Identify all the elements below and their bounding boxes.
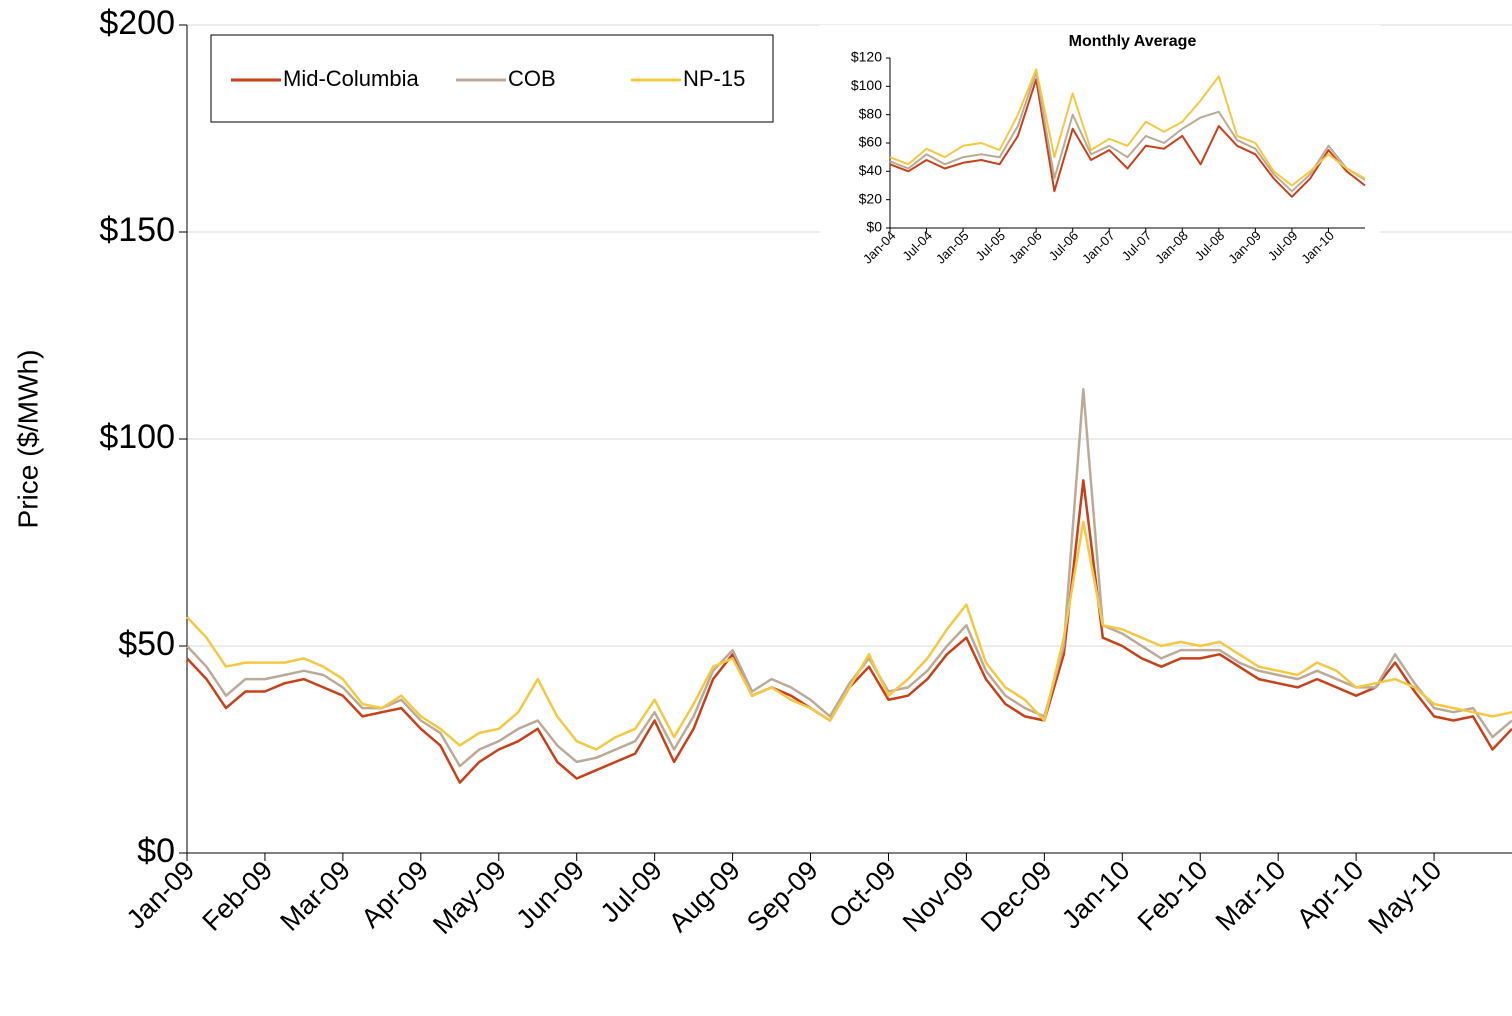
x-tick-label: Apr-09: [356, 855, 435, 934]
x-tick-label: Mar-10: [1210, 855, 1292, 937]
y-tick-label: $120: [851, 49, 882, 65]
y-tick-label: $50: [118, 625, 175, 663]
x-tick-label: Aug-09: [663, 855, 746, 938]
y-axis-label: Price ($/MWh): [12, 350, 43, 529]
y-tick-label: $80: [859, 105, 883, 121]
x-tick-label: Oct-09: [823, 855, 902, 934]
series-line: [889, 68, 1366, 187]
x-tick-label: Dec-09: [975, 855, 1058, 938]
x-tick-label: Nov-09: [897, 855, 980, 938]
x-tick-label: Jun-09: [510, 855, 590, 935]
x-tick-label: Sep-09: [741, 855, 824, 938]
y-tick-label: $100: [851, 77, 882, 93]
x-tick-label: Feb-10: [1132, 855, 1214, 937]
series-line: [889, 78, 1366, 198]
legend-label: Mid-Columbia: [283, 66, 419, 91]
series-line: [186, 520, 1512, 751]
y-tick-label: $60: [859, 134, 883, 150]
y-tick-label: $20: [859, 190, 883, 206]
series-line: [889, 71, 1366, 193]
y-tick-label: $100: [99, 418, 175, 456]
x-tick-label: Feb-09: [197, 855, 279, 937]
plot-group: Monthly Average$0$20$40$60$80$100$120Jan…: [820, 25, 1380, 325]
series-line: [186, 479, 1512, 784]
x-tick-label: Jul-09: [595, 855, 668, 928]
y-tick-label: $40: [859, 162, 883, 178]
inset-background: [820, 25, 1380, 325]
y-tick-label: $0: [866, 219, 882, 235]
legend-label: NP-15: [683, 66, 745, 91]
x-tick-label: May-09: [427, 855, 512, 940]
x-tick-label: Jan-10: [1056, 855, 1136, 935]
y-tick-label: $200: [99, 4, 175, 42]
x-tick-label: May-10: [1362, 855, 1447, 940]
y-tick-label: $0: [137, 832, 175, 870]
y-tick-label: $150: [99, 211, 175, 249]
legend-label: COB: [508, 66, 556, 91]
x-tick-label: Apr-10: [1291, 855, 1370, 934]
x-tick-label: Mar-09: [274, 855, 356, 937]
chart-title: Monthly Average: [1069, 33, 1197, 50]
series-line: [186, 388, 1512, 768]
